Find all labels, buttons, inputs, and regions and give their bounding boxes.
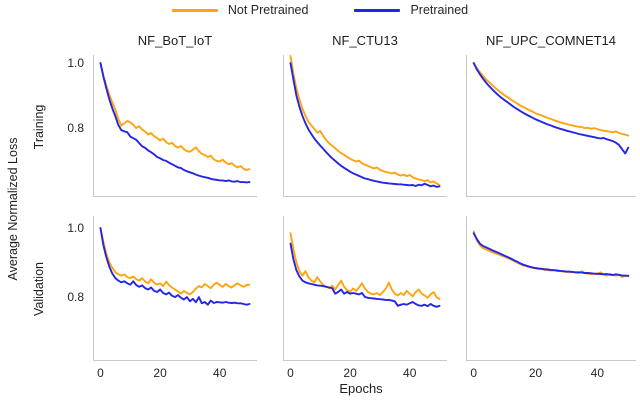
x-tick-label: 40 — [403, 366, 417, 380]
subplot-title-nf-bot-iot: NF_BoT_IoT — [137, 33, 213, 48]
x-tick-label: 40 — [213, 366, 227, 380]
x-tick-label: 40 — [590, 366, 605, 380]
y-tick-label: 0.8 — [67, 121, 84, 136]
x-tick-label: 20 — [528, 366, 543, 380]
subplot-training-nf-bot-iot — [93, 55, 257, 197]
subplot-title-nf-upc-comnet14: NF_UPC_COMNET14 — [485, 33, 617, 48]
x-tick-label: 0 — [287, 366, 294, 380]
x-axis-label: Epochs — [339, 381, 383, 396]
y-tick-label: 1.0 — [67, 221, 84, 236]
subplot-title-nf-ctu13: NF_CTU13 — [332, 33, 398, 48]
subplot-validation-nf-bot-iot — [93, 216, 257, 361]
x-tick-label: 20 — [153, 366, 167, 380]
legend-label-pretrained: Pretrained — [410, 3, 469, 17]
not-pretrained-line-swatch — [171, 8, 218, 12]
subplot-validation-nf-upc-comnet14 — [466, 216, 636, 361]
row-label-validation: Validation — [32, 262, 46, 316]
legend-item-not-pretrained: Not Pretrained — [171, 3, 309, 17]
subplot-training-nf-ctu13 — [283, 55, 447, 197]
y-tick-label: 1.0 — [67, 56, 84, 71]
y-tick-label: 0.8 — [67, 290, 84, 305]
legend: Not Pretrained Pretrained — [0, 1, 640, 19]
legend-label-not-pretrained: Not Pretrained — [227, 3, 309, 17]
row-label-training: Training — [32, 104, 46, 150]
x-tick-label: 20 — [343, 366, 357, 380]
x-tick-label: 0 — [97, 366, 104, 380]
x-tick-label: 0 — [470, 366, 478, 380]
legend-item-pretrained: Pretrained — [354, 3, 468, 17]
subplot-validation-nf-ctu13 — [283, 216, 447, 361]
subplot-training-nf-upc-comnet14 — [466, 55, 636, 197]
pretrained-line-swatch — [354, 8, 401, 12]
y-axis-label: Average Normalized Loss — [6, 137, 20, 281]
